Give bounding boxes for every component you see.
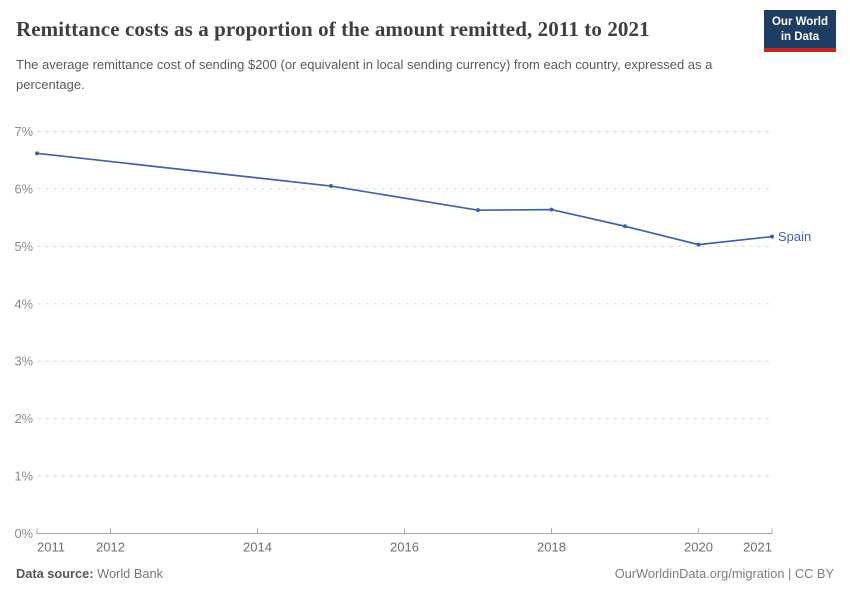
owid-logo: Our World in Data bbox=[763, 10, 836, 52]
x-tick-label: 2012 bbox=[96, 540, 125, 555]
x-tick-label: 2021 bbox=[743, 540, 772, 555]
data-point bbox=[770, 234, 774, 239]
x-tick-label: 2020 bbox=[684, 540, 713, 555]
data-source: Data source: World Bank bbox=[16, 566, 163, 581]
data-point bbox=[696, 242, 701, 247]
x-tick-label: 2014 bbox=[243, 540, 272, 555]
chart-subtitle: The average remittance cost of sending $… bbox=[16, 56, 713, 92]
owid-logo-line1: Our World bbox=[771, 16, 828, 28]
chart-footer: Data source: World Bank OurWorldinData.o… bbox=[16, 566, 834, 581]
y-tick-label: 6% bbox=[15, 181, 34, 196]
owid-logo-line2: in Data bbox=[780, 30, 820, 43]
data-point bbox=[476, 208, 480, 213]
x-tick-label: 2016 bbox=[390, 540, 419, 555]
data-point bbox=[623, 224, 627, 229]
credit-line: OurWorldinData.org/migration | CC BY bbox=[614, 566, 834, 581]
x-tick-label: 2018 bbox=[537, 540, 566, 555]
data-source-label: Data source: bbox=[16, 566, 94, 581]
data-point bbox=[35, 151, 39, 156]
y-tick-label: 2% bbox=[15, 411, 34, 426]
y-tick-label: 3% bbox=[15, 354, 34, 369]
chart-title: Remittance costs as a proportion of the … bbox=[16, 17, 650, 41]
series-end-label: Spain bbox=[778, 229, 811, 244]
y-tick-label: 5% bbox=[15, 239, 34, 254]
y-tick-label: 1% bbox=[15, 469, 34, 484]
data-point bbox=[329, 184, 333, 189]
x-tick-label: 2011 bbox=[37, 540, 65, 555]
y-tick-label: 4% bbox=[15, 296, 34, 311]
line-chart: 0% 1% 2% 3% 4% 5% 6% 7% 2011 2012 2014 2016 2018 2020… bbox=[15, 124, 812, 555]
data-point bbox=[549, 207, 554, 212]
data-source-value: World Bank bbox=[97, 566, 164, 581]
y-tick-label: 7% bbox=[15, 124, 34, 139]
y-tick-label: 0% bbox=[15, 526, 34, 541]
chart-header: Remittance costs as a proportion of the … bbox=[16, 14, 834, 95]
series-line bbox=[36, 152, 773, 246]
